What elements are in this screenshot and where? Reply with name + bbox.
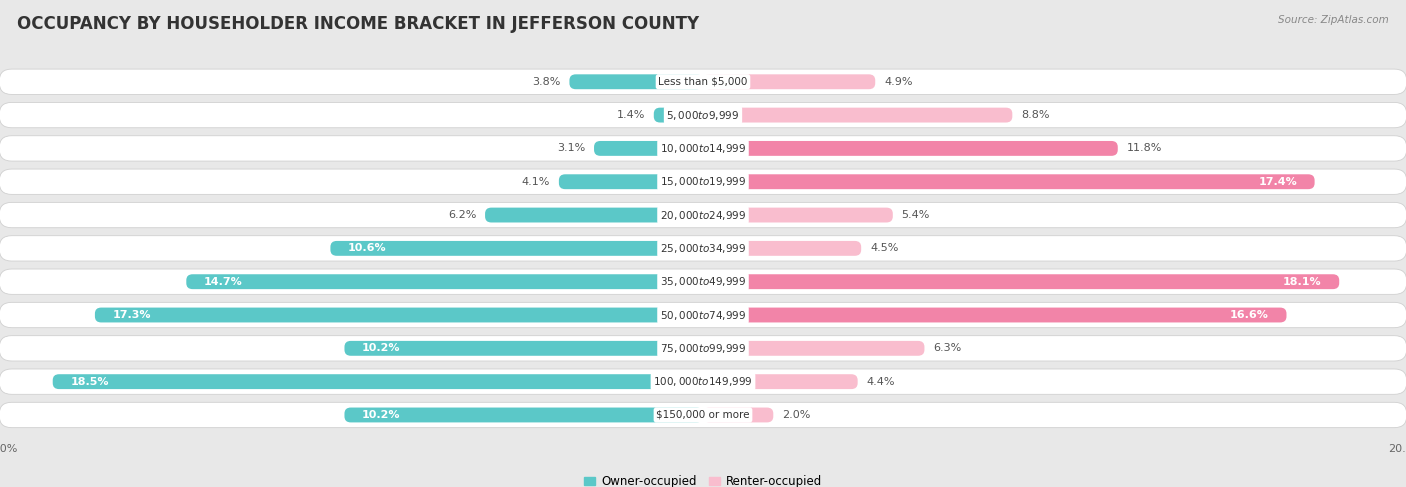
FancyBboxPatch shape xyxy=(0,236,1406,261)
FancyBboxPatch shape xyxy=(703,241,860,256)
Text: 17.4%: 17.4% xyxy=(1258,177,1296,187)
Text: 6.2%: 6.2% xyxy=(449,210,477,220)
Text: 3.8%: 3.8% xyxy=(533,77,561,87)
Text: 11.8%: 11.8% xyxy=(1126,143,1161,153)
FancyBboxPatch shape xyxy=(0,169,1406,194)
Text: 6.3%: 6.3% xyxy=(934,343,962,354)
Text: 18.1%: 18.1% xyxy=(1284,277,1322,287)
Text: 14.7%: 14.7% xyxy=(204,277,243,287)
FancyBboxPatch shape xyxy=(569,75,703,89)
Text: 10.6%: 10.6% xyxy=(349,244,387,253)
Text: 4.4%: 4.4% xyxy=(866,376,896,387)
Text: 5.4%: 5.4% xyxy=(901,210,929,220)
FancyBboxPatch shape xyxy=(703,308,1286,322)
FancyBboxPatch shape xyxy=(703,408,773,422)
FancyBboxPatch shape xyxy=(0,402,1406,428)
Text: $150,000 or more: $150,000 or more xyxy=(657,410,749,420)
Text: 2.0%: 2.0% xyxy=(782,410,810,420)
Text: 17.3%: 17.3% xyxy=(112,310,150,320)
Text: $35,000 to $49,999: $35,000 to $49,999 xyxy=(659,275,747,288)
FancyBboxPatch shape xyxy=(187,274,703,289)
FancyBboxPatch shape xyxy=(654,108,703,123)
FancyBboxPatch shape xyxy=(0,336,1406,361)
Text: 10.2%: 10.2% xyxy=(363,410,401,420)
FancyBboxPatch shape xyxy=(0,136,1406,161)
Text: $15,000 to $19,999: $15,000 to $19,999 xyxy=(659,175,747,188)
FancyBboxPatch shape xyxy=(0,102,1406,128)
FancyBboxPatch shape xyxy=(485,207,703,223)
FancyBboxPatch shape xyxy=(0,269,1406,294)
Text: 18.5%: 18.5% xyxy=(70,376,108,387)
Text: 16.6%: 16.6% xyxy=(1230,310,1268,320)
Text: Less than $5,000: Less than $5,000 xyxy=(658,77,748,87)
Text: 1.4%: 1.4% xyxy=(617,110,645,120)
Text: $10,000 to $14,999: $10,000 to $14,999 xyxy=(659,142,747,155)
Text: $20,000 to $24,999: $20,000 to $24,999 xyxy=(659,208,747,222)
FancyBboxPatch shape xyxy=(330,241,703,256)
FancyBboxPatch shape xyxy=(703,174,1315,189)
FancyBboxPatch shape xyxy=(94,308,703,322)
FancyBboxPatch shape xyxy=(703,341,925,356)
Text: $5,000 to $9,999: $5,000 to $9,999 xyxy=(666,109,740,122)
Text: 10.2%: 10.2% xyxy=(363,343,401,354)
FancyBboxPatch shape xyxy=(0,369,1406,394)
Text: $75,000 to $99,999: $75,000 to $99,999 xyxy=(659,342,747,355)
Text: $25,000 to $34,999: $25,000 to $34,999 xyxy=(659,242,747,255)
FancyBboxPatch shape xyxy=(0,203,1406,228)
Text: 4.1%: 4.1% xyxy=(522,177,550,187)
FancyBboxPatch shape xyxy=(703,108,1012,123)
FancyBboxPatch shape xyxy=(560,174,703,189)
FancyBboxPatch shape xyxy=(703,141,1118,156)
Text: $50,000 to $74,999: $50,000 to $74,999 xyxy=(659,308,747,321)
FancyBboxPatch shape xyxy=(593,141,703,156)
FancyBboxPatch shape xyxy=(0,69,1406,94)
Text: 8.8%: 8.8% xyxy=(1021,110,1050,120)
Text: 4.9%: 4.9% xyxy=(884,77,912,87)
FancyBboxPatch shape xyxy=(703,75,875,89)
Text: Source: ZipAtlas.com: Source: ZipAtlas.com xyxy=(1278,15,1389,25)
FancyBboxPatch shape xyxy=(703,207,893,223)
FancyBboxPatch shape xyxy=(703,274,1340,289)
Legend: Owner-occupied, Renter-occupied: Owner-occupied, Renter-occupied xyxy=(579,471,827,487)
FancyBboxPatch shape xyxy=(344,341,703,356)
Text: 4.5%: 4.5% xyxy=(870,244,898,253)
Text: $100,000 to $149,999: $100,000 to $149,999 xyxy=(654,375,752,388)
Text: OCCUPANCY BY HOUSEHOLDER INCOME BRACKET IN JEFFERSON COUNTY: OCCUPANCY BY HOUSEHOLDER INCOME BRACKET … xyxy=(17,15,699,33)
FancyBboxPatch shape xyxy=(344,408,703,422)
FancyBboxPatch shape xyxy=(703,374,858,389)
FancyBboxPatch shape xyxy=(53,374,703,389)
Text: 3.1%: 3.1% xyxy=(557,143,585,153)
FancyBboxPatch shape xyxy=(0,302,1406,328)
